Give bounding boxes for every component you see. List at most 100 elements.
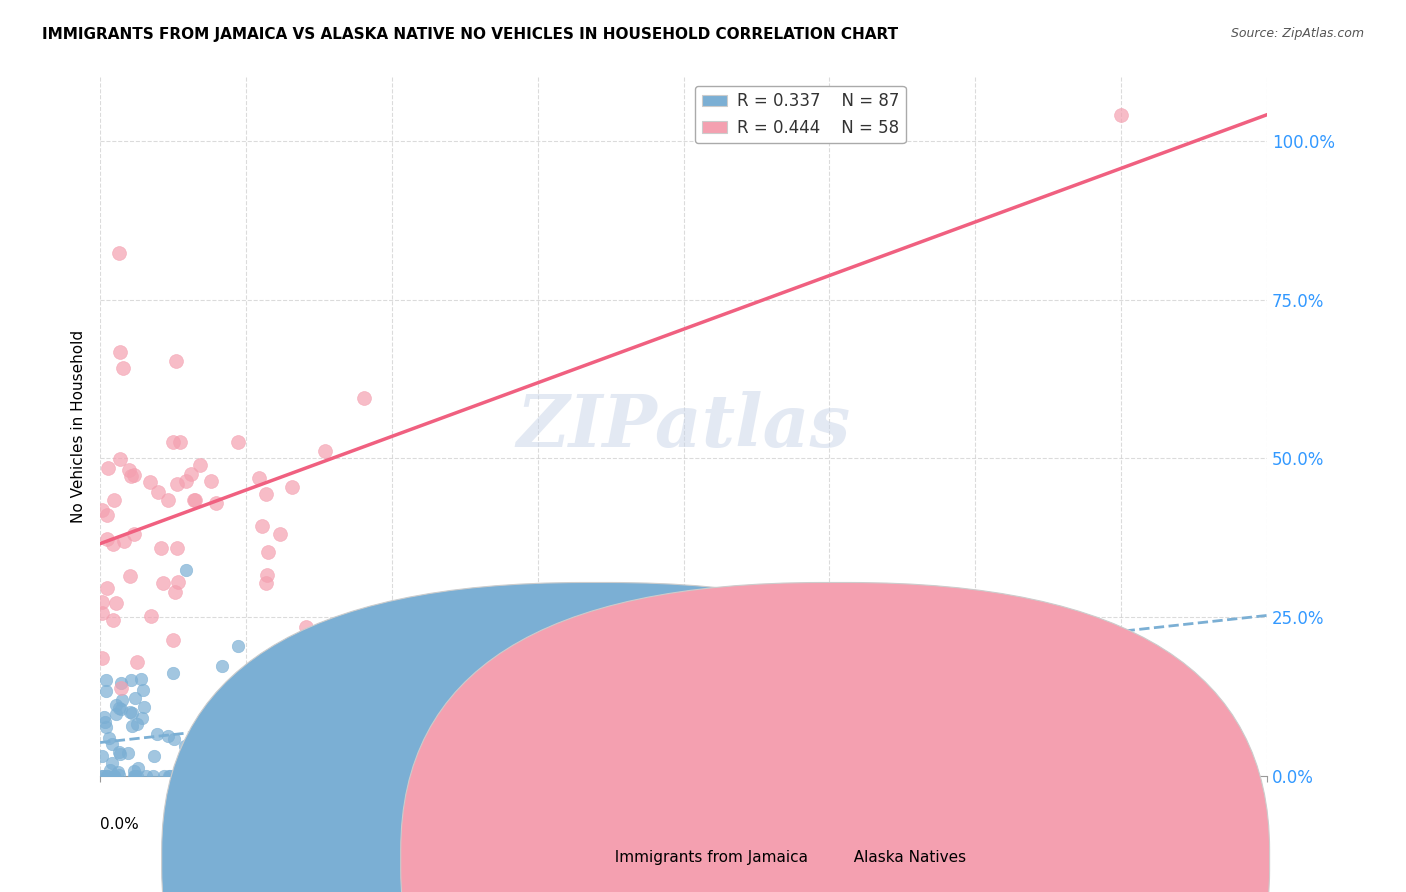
Point <box>118 706 141 720</box>
Point <box>190 769 212 783</box>
Point <box>415 726 437 740</box>
Point <box>212 769 235 783</box>
Point <box>103 769 125 783</box>
Point <box>240 719 263 733</box>
Point <box>367 716 389 731</box>
Point <box>90 503 112 517</box>
Point <box>103 769 125 783</box>
Point <box>188 458 211 472</box>
Point <box>118 462 141 476</box>
Point <box>142 769 165 783</box>
Point <box>121 718 143 732</box>
Point <box>494 632 516 647</box>
Point <box>353 391 375 405</box>
Point <box>162 666 184 681</box>
Point <box>96 508 118 522</box>
Y-axis label: No Vehicles in Household: No Vehicles in Household <box>72 330 86 523</box>
Point <box>166 541 188 555</box>
Point <box>180 467 202 482</box>
Point <box>125 769 148 783</box>
Point <box>122 764 145 778</box>
Text: 80.0%: 80.0% <box>1219 817 1267 832</box>
Point <box>157 769 180 783</box>
Point <box>146 484 169 499</box>
Point <box>124 769 146 783</box>
Point <box>107 245 129 260</box>
Point <box>94 673 117 687</box>
Point <box>204 697 226 711</box>
Point <box>132 683 155 698</box>
Point <box>96 769 118 783</box>
Point <box>108 768 131 782</box>
Point <box>93 710 115 724</box>
Point <box>277 699 299 714</box>
Point <box>110 676 132 690</box>
Point <box>124 690 146 705</box>
Point <box>269 526 291 541</box>
Point <box>104 596 127 610</box>
Point <box>132 699 155 714</box>
Point <box>157 492 180 507</box>
Point <box>281 480 304 494</box>
Point <box>96 533 118 547</box>
Point <box>211 769 233 783</box>
Point <box>97 461 120 475</box>
Point <box>93 769 115 783</box>
Point <box>107 765 129 780</box>
Point <box>254 487 277 501</box>
Point <box>93 714 115 729</box>
Point <box>159 769 181 783</box>
Point <box>146 727 169 741</box>
Point <box>101 737 124 751</box>
Point <box>97 731 120 745</box>
Point <box>228 725 250 739</box>
Point <box>246 740 269 755</box>
Point <box>96 720 118 734</box>
Point <box>90 749 112 764</box>
Point <box>152 576 174 591</box>
Point <box>314 640 336 654</box>
Point <box>166 477 188 491</box>
Point <box>180 769 202 783</box>
Point <box>100 756 122 770</box>
Point <box>162 633 184 648</box>
Point <box>110 702 132 716</box>
Point <box>232 708 254 723</box>
Point <box>183 493 205 508</box>
Point <box>257 545 280 559</box>
Point <box>121 706 143 721</box>
Point <box>169 435 191 450</box>
Text: 0.0%: 0.0% <box>100 817 139 832</box>
Point <box>117 746 139 760</box>
Point <box>111 693 134 707</box>
Point <box>120 673 142 687</box>
Text: Alaska Natives: Alaska Natives <box>844 850 966 865</box>
Point <box>90 595 112 609</box>
Point <box>122 468 145 483</box>
Point <box>162 435 184 450</box>
Text: Immigrants from Jamaica: Immigrants from Jamaica <box>605 850 807 865</box>
Text: Source: ZipAtlas.com: Source: ZipAtlas.com <box>1230 27 1364 40</box>
Point <box>404 769 426 783</box>
Point <box>174 739 197 753</box>
Point <box>247 471 270 485</box>
Point <box>163 584 186 599</box>
Point <box>96 684 118 698</box>
Point <box>299 726 322 740</box>
Point <box>156 729 179 743</box>
Point <box>243 706 266 720</box>
Point <box>167 574 190 589</box>
Legend: R = 0.337    N = 87, R = 0.444    N = 58: R = 0.337 N = 87, R = 0.444 N = 58 <box>695 86 905 144</box>
Point <box>183 493 205 508</box>
Point <box>101 537 124 551</box>
Point <box>110 345 132 359</box>
Point <box>326 730 349 744</box>
Point <box>135 769 157 783</box>
Point <box>176 747 198 762</box>
Point <box>314 444 336 458</box>
Point <box>108 452 131 467</box>
Text: IMMIGRANTS FROM JAMAICA VS ALASKA NATIVE NO VEHICLES IN HOUSEHOLD CORRELATION CH: IMMIGRANTS FROM JAMAICA VS ALASKA NATIVE… <box>42 27 898 42</box>
Point <box>256 568 278 582</box>
Point <box>197 708 219 723</box>
Point <box>174 764 197 778</box>
